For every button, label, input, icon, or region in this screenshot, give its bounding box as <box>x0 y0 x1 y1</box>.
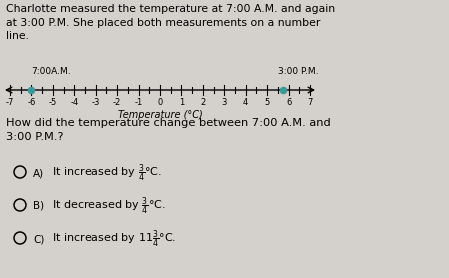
Text: -1: -1 <box>134 98 143 107</box>
Text: -5: -5 <box>49 98 57 107</box>
Text: -4: -4 <box>70 98 79 107</box>
Text: 7:00A.M.: 7:00A.M. <box>31 67 71 76</box>
Text: It increased by $\frac{3}{4}$°C.: It increased by $\frac{3}{4}$°C. <box>52 162 162 184</box>
Text: How did the temperature change between 7:00 A.M. and
3:00 P.M.?: How did the temperature change between 7… <box>6 118 331 142</box>
Text: Temperature (°C): Temperature (°C) <box>118 110 202 120</box>
Text: Charlotte measured the temperature at 7:00 A.M. and again
at 3:00 P.M. She place: Charlotte measured the temperature at 7:… <box>6 4 335 41</box>
Text: 3: 3 <box>222 98 227 107</box>
Text: 2: 2 <box>200 98 206 107</box>
Text: 5: 5 <box>264 98 270 107</box>
Text: 6: 6 <box>286 98 291 107</box>
Text: 3:00 P.M.: 3:00 P.M. <box>278 67 319 76</box>
Text: B): B) <box>33 201 44 211</box>
Text: -2: -2 <box>113 98 121 107</box>
Text: A): A) <box>33 168 44 178</box>
Text: C): C) <box>33 234 44 244</box>
Text: 0: 0 <box>158 98 163 107</box>
Text: It decreased by $\frac{3}{4}$°C.: It decreased by $\frac{3}{4}$°C. <box>52 195 166 217</box>
Text: 7: 7 <box>307 98 313 107</box>
Text: -7: -7 <box>6 98 14 107</box>
Text: -6: -6 <box>27 98 35 107</box>
Text: -3: -3 <box>92 98 100 107</box>
Text: 4: 4 <box>243 98 248 107</box>
Text: 1: 1 <box>179 98 184 107</box>
Text: It increased by $11\frac{3}{4}$°C.: It increased by $11\frac{3}{4}$°C. <box>52 228 176 250</box>
